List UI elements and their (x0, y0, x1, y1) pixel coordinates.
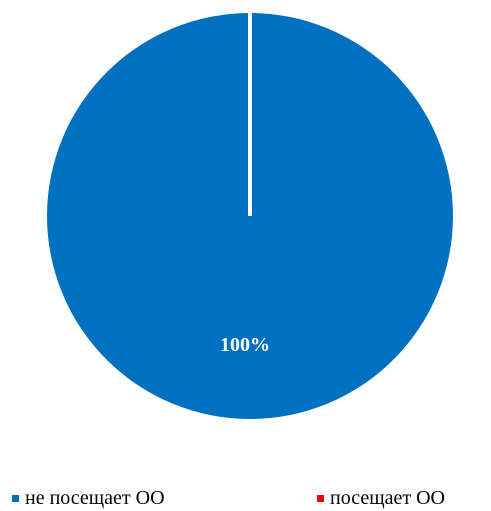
legend-label-poseshchaet: посещает ОО (330, 487, 445, 509)
legend-item-poseshchaet: посещает ОО (317, 486, 445, 510)
legend-swatch-ne-poseshchaet (12, 494, 19, 502)
legend-item-ne-poseshchaet: не посещает ОО (12, 486, 165, 510)
chart-legend: не посещает ОО посещает ОО (0, 486, 491, 510)
legend-label-ne-poseshchaet: не посещает ОО (25, 487, 165, 509)
data-label-ne-poseshchaet: 100% (220, 334, 270, 356)
legend-swatch-poseshchaet (317, 494, 324, 502)
